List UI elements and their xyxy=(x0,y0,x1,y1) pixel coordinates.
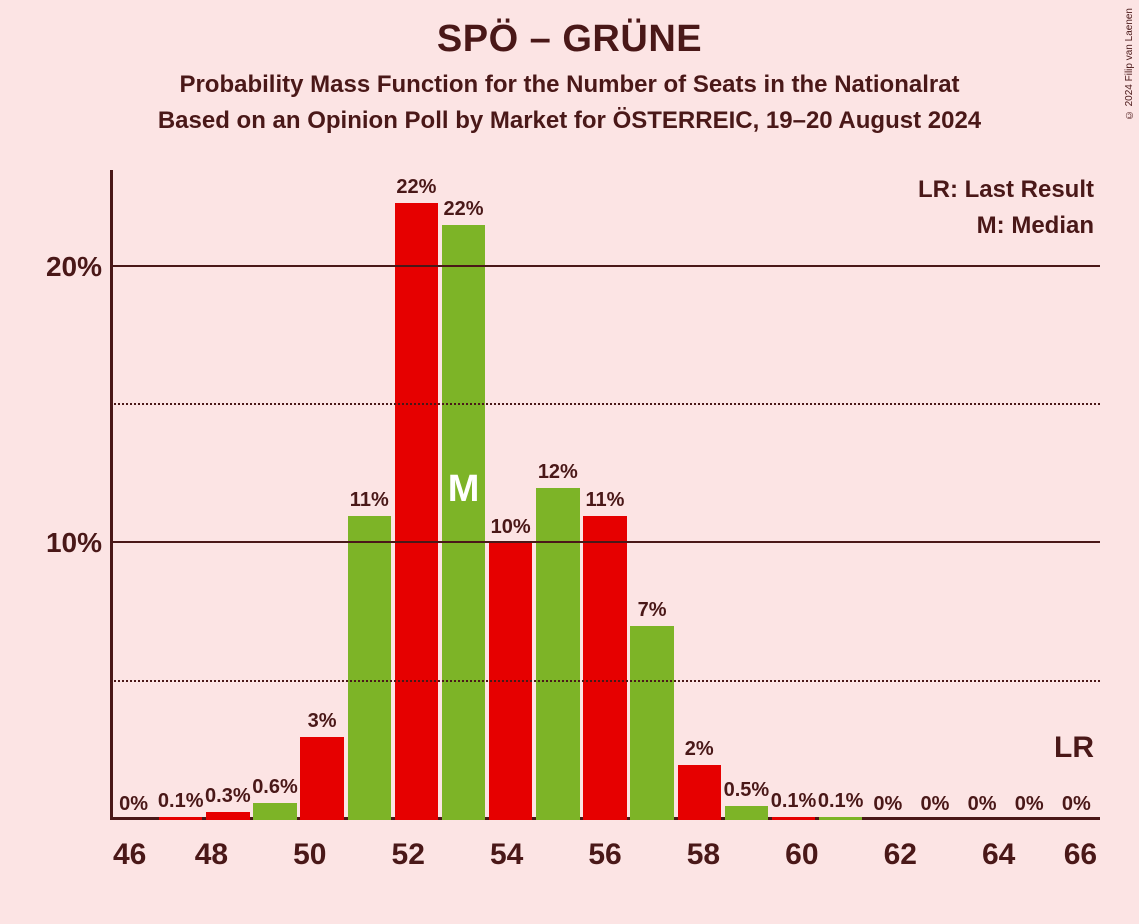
bar-value-label: 2% xyxy=(676,738,723,761)
bar-value-label: 0.1% xyxy=(770,790,817,813)
bar-container: 0%0.1%0.3%0.6%3%11%22%22%M10%12%11%7%2%0… xyxy=(110,170,1100,820)
bar-value-label: 10% xyxy=(487,516,534,539)
bar-value-label: 0% xyxy=(911,793,958,816)
bar-green xyxy=(253,803,296,820)
bar-slot: 11% xyxy=(346,170,393,820)
bar-slot: 22% xyxy=(393,170,440,820)
bar-value-label: 0.5% xyxy=(723,779,770,802)
grid-minor xyxy=(110,403,1100,405)
bar-value-label: 0% xyxy=(1053,793,1100,816)
bar-red xyxy=(678,765,721,820)
bar-slot: 0.6% xyxy=(251,170,298,820)
bar-slot: 11% xyxy=(581,170,628,820)
bar-slot: 0.5% xyxy=(723,170,770,820)
pmf-chart: LR: Last Result M: Median 0%0.1%0.3%0.6%… xyxy=(110,170,1100,820)
bar-slot: 0.1% xyxy=(817,170,864,820)
bar-green xyxy=(725,806,768,820)
bar-slot: 0.1% xyxy=(157,170,204,820)
x-tick-label: 64 xyxy=(949,820,1047,880)
x-tick-label: 46 xyxy=(110,820,162,880)
bar-value-label: 0% xyxy=(864,793,911,816)
bar-slot: 0% xyxy=(1053,170,1100,820)
bar-slot: 12% xyxy=(534,170,581,820)
bar-slot: 2% xyxy=(676,170,723,820)
x-tick-label: 66 xyxy=(1048,820,1100,880)
x-tick-label: 60 xyxy=(753,820,851,880)
bar-green xyxy=(348,516,391,820)
x-tick-label: 54 xyxy=(457,820,555,880)
bar-slot: 0% xyxy=(110,170,157,820)
bar-value-label: 0% xyxy=(959,793,1006,816)
bar-slot: 0% xyxy=(959,170,1006,820)
bar-slot: 0% xyxy=(864,170,911,820)
grid-major xyxy=(110,541,1100,543)
page-subtitle: Probability Mass Function for the Number… xyxy=(0,71,1139,99)
x-tick-label: 56 xyxy=(556,820,654,880)
bar-slot: 3% xyxy=(299,170,346,820)
bar-value-label: 0.6% xyxy=(251,776,298,799)
bar-green xyxy=(442,225,485,820)
bar-slot: 0.3% xyxy=(204,170,251,820)
bar-red xyxy=(395,203,438,820)
bar-red xyxy=(489,543,532,820)
bar-value-label: 0.1% xyxy=(817,790,864,813)
x-tick-label: 48 xyxy=(162,820,260,880)
bar-value-label: 0% xyxy=(110,793,157,816)
bar-slot: 0% xyxy=(911,170,958,820)
bar-slot: 0% xyxy=(1006,170,1053,820)
page-title: SPÖ – GRÜNE xyxy=(0,18,1139,61)
bar-value-label: 0.1% xyxy=(157,790,204,813)
copyright-text: © 2024 Filip van Laenen xyxy=(1124,8,1135,120)
x-tick-label: 62 xyxy=(851,820,949,880)
grid-minor xyxy=(110,680,1100,682)
page-subline: Based on an Opinion Poll by Market for Ö… xyxy=(0,107,1139,135)
bar-slot: 0.1% xyxy=(770,170,817,820)
bar-green xyxy=(630,626,673,820)
bar-value-label: 22% xyxy=(393,176,440,199)
bar-value-label: 0.3% xyxy=(204,785,251,808)
bar-slot: 22% M xyxy=(440,170,487,820)
x-tick-label: 58 xyxy=(654,820,752,880)
x-tick-label: 50 xyxy=(261,820,359,880)
bar-value-label: 3% xyxy=(299,710,346,733)
bar-value-label: 12% xyxy=(534,461,581,484)
bar-red xyxy=(206,812,249,820)
last-result-marker: LR xyxy=(1054,731,1094,765)
bar-green xyxy=(536,488,579,820)
bar-red xyxy=(300,737,343,820)
bar-value-label: 0% xyxy=(1006,793,1053,816)
bar-slot: 10% xyxy=(487,170,534,820)
x-ticks: 4648505254565860626466 xyxy=(110,820,1100,880)
y-tick-label: 20% xyxy=(32,251,102,283)
bar-slot: 7% xyxy=(629,170,676,820)
bar-value-label: 7% xyxy=(629,599,676,622)
median-marker: M xyxy=(448,468,480,511)
grid-major xyxy=(110,265,1100,267)
bar-value-label: 11% xyxy=(581,489,628,512)
bar-value-label: 22% xyxy=(440,198,487,221)
bar-red xyxy=(583,516,626,820)
bar-value-label: 11% xyxy=(346,489,393,512)
y-tick-label: 10% xyxy=(32,527,102,559)
x-tick-label: 52 xyxy=(359,820,457,880)
